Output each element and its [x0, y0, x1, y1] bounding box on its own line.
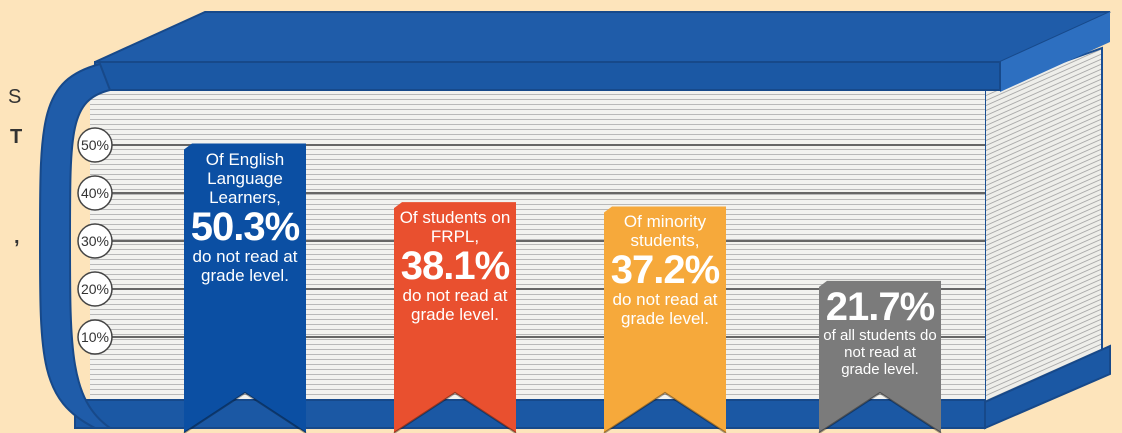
side-text: S: [8, 86, 21, 109]
y-tick-label: 20%: [81, 281, 109, 297]
chart: 10% 20% 30% 40% 50%: [0, 0, 1122, 433]
bookmark-text: Of students on FRPL,38.1%do not read at …: [398, 208, 512, 324]
text-below: do not read at grade level.: [398, 286, 512, 324]
value-label: 21.7%: [826, 287, 934, 327]
text-above: Of students on FRPL,: [398, 208, 512, 246]
bookmark-text: Of minority students,37.2%do not read at…: [608, 212, 722, 328]
side-text: ,: [14, 226, 20, 249]
bookmark-text: 21.7%of all students do not read at grad…: [823, 287, 937, 378]
value-label: 37.2%: [611, 250, 719, 290]
text-above: Of English Language Learners,: [188, 150, 302, 207]
value-label: 50.3%: [191, 207, 299, 247]
text-above: Of minority students,: [608, 212, 722, 250]
value-label: 38.1%: [401, 246, 509, 286]
y-tick-label: 10%: [81, 329, 109, 345]
y-tick-label: 40%: [81, 185, 109, 201]
bookmark-text: Of English Language Learners,50.3%do not…: [188, 150, 302, 285]
y-tick-label: 50%: [81, 137, 109, 153]
side-text: T: [10, 126, 22, 149]
y-tick-label: 30%: [81, 233, 109, 249]
text-below: of all students do not read at grade lev…: [823, 327, 937, 378]
text-below: do not read at grade level.: [188, 247, 302, 285]
text-below: do not read at grade level.: [608, 290, 722, 328]
infographic: 10% 20% 30% 40% 50% ST, Of English Language L…: [0, 0, 1122, 433]
